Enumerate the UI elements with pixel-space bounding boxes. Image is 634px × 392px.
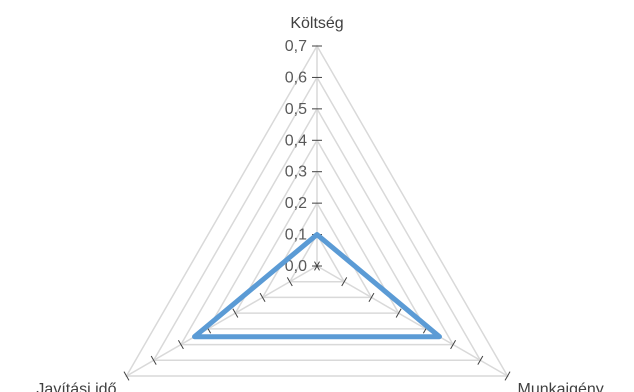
radial-tick-label: 0,2 bbox=[285, 195, 307, 212]
radial-tick-labels: 0,0 0,1 0,2 0,3 0,4 0,5 0,6 0,7 bbox=[285, 38, 307, 275]
tick-mark bbox=[477, 355, 484, 365]
radial-tick-label: 0,5 bbox=[285, 101, 307, 118]
category-label: Javítási idő bbox=[36, 381, 116, 392]
grid-ring bbox=[288, 233, 346, 283]
grid-ring bbox=[179, 107, 455, 346]
series-group bbox=[192, 232, 442, 340]
category-label: Költség bbox=[290, 15, 343, 32]
axis-spoke bbox=[126, 265, 318, 377]
tick-mark bbox=[123, 371, 130, 381]
tick-mark bbox=[395, 308, 402, 318]
tick-mark bbox=[504, 371, 511, 381]
tick-mark bbox=[314, 261, 320, 271]
category-labels: Költség Munkaigény Javítási idő bbox=[36, 15, 603, 392]
tick-mark bbox=[232, 308, 239, 318]
grid-ring bbox=[234, 170, 400, 314]
tick-mark bbox=[259, 292, 266, 303]
radar-grid bbox=[125, 44, 509, 377]
grid-ring bbox=[261, 201, 373, 299]
tick-mark bbox=[450, 339, 457, 350]
radial-tick-label: 0,4 bbox=[285, 132, 307, 149]
grid-ring bbox=[152, 75, 482, 362]
tick-mark bbox=[341, 277, 348, 287]
tick-mark bbox=[368, 292, 375, 303]
radial-tick-label: 0,1 bbox=[285, 227, 307, 244]
radial-tick-label: 0,7 bbox=[285, 38, 307, 55]
radial-tick-label: 0,0 bbox=[285, 258, 307, 275]
series-line bbox=[192, 232, 442, 340]
tick-mark bbox=[177, 339, 184, 350]
radial-tick-label: 0,3 bbox=[285, 164, 307, 181]
tick-mark bbox=[150, 355, 157, 365]
radial-tick-label: 0,6 bbox=[285, 69, 307, 86]
category-label: Munkaigény bbox=[518, 381, 604, 392]
grid-ring bbox=[206, 138, 428, 330]
grid-ring bbox=[125, 44, 509, 377]
axis-spoke bbox=[316, 265, 508, 377]
tick-mark bbox=[286, 277, 293, 287]
